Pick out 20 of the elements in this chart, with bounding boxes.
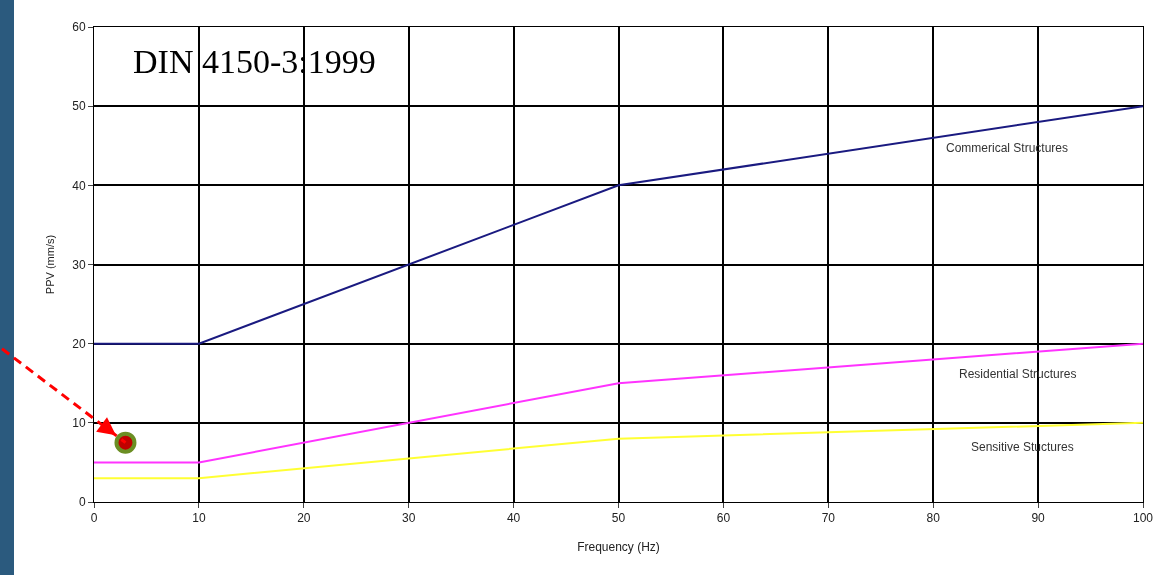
x-tick-label: 100 (1132, 511, 1154, 526)
x-tick-label: 90 (1031, 511, 1046, 526)
y-tick-label: 40 (72, 178, 86, 193)
x-tick-label: 40 (506, 511, 521, 526)
y-tick-label: 30 (72, 257, 86, 272)
x-tick-label: 10 (192, 511, 206, 526)
x-tick-label: 20 (297, 511, 311, 526)
x-tick-label: 50 (611, 511, 626, 526)
y-tick-label: 0 (78, 495, 86, 510)
x-tick-label: 80 (926, 511, 941, 526)
x-axis-title: Frequency (Hz) (577, 540, 660, 555)
y-tick-label: 60 (72, 20, 86, 35)
y-tick-label: 50 (72, 99, 86, 114)
x-tick-label: 0 (90, 511, 98, 526)
y-axis-title: PPV (mm/s) (43, 234, 56, 295)
x-tick-label: 60 (716, 511, 731, 526)
x-tick-label: 70 (821, 511, 836, 526)
x-tick-label: 30 (402, 511, 416, 526)
y-tick-label: 20 (72, 336, 86, 351)
y-tick-label: 10 (72, 416, 86, 431)
